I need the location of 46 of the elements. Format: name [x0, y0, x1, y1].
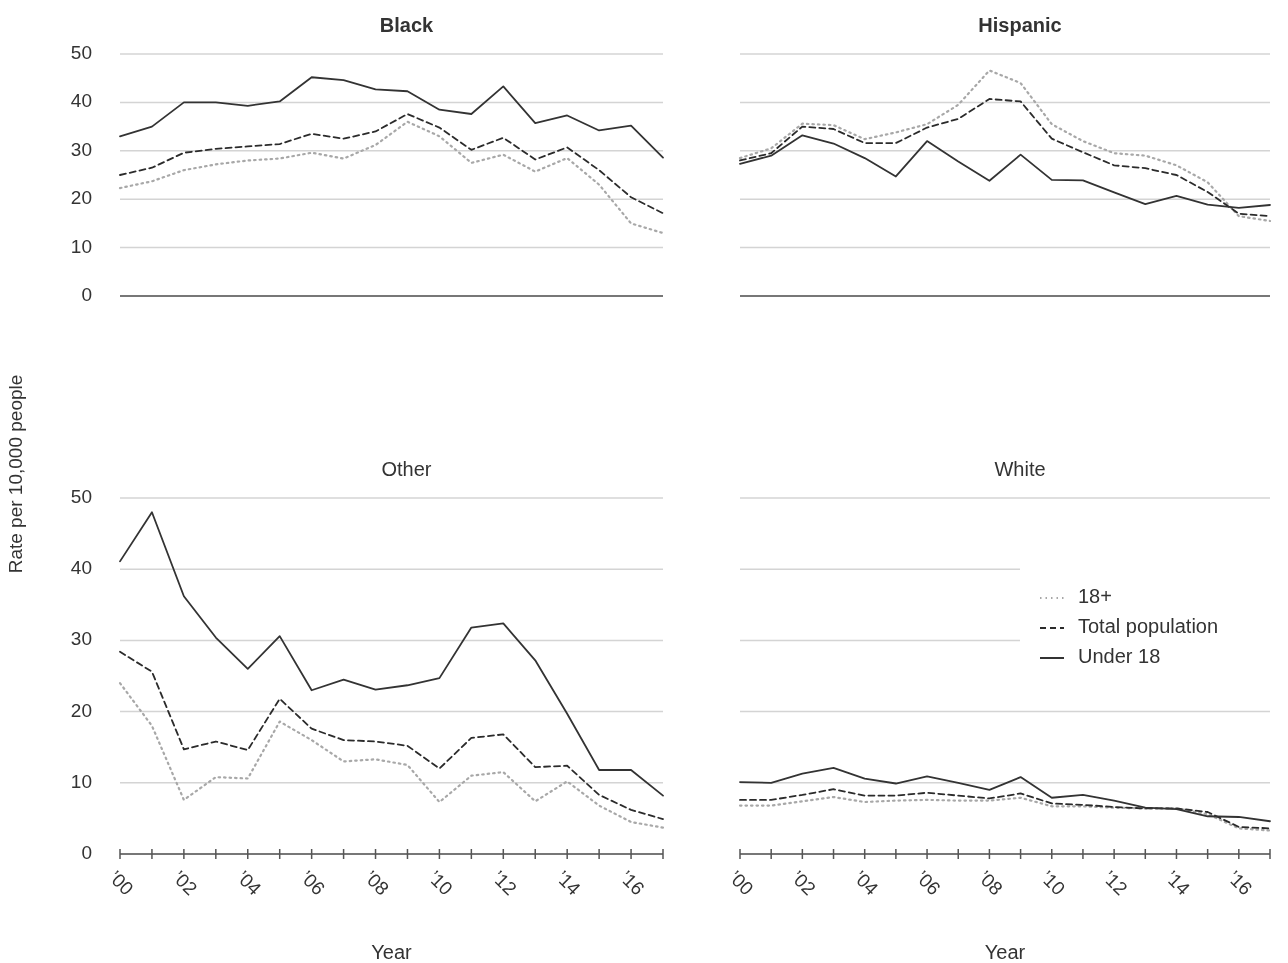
x-axis-title: Year — [371, 941, 413, 963]
line-series — [118, 120, 665, 235]
x-tick-label: ’04 — [849, 866, 883, 900]
chart-title: Other — [381, 458, 432, 480]
chart-title: Black — [379, 14, 435, 36]
y-tick-label: 20 — [70, 699, 92, 721]
x-tick-label: ’08 — [360, 866, 393, 900]
x-tick-label: ’10 — [424, 866, 457, 900]
chart-title: White — [994, 458, 1046, 480]
y-tick-label: 10 — [70, 235, 92, 257]
x-tick-label: ’16 — [1223, 866, 1257, 900]
legend-label: Total population — [1078, 615, 1219, 638]
chart-title: Hispanic — [978, 14, 1062, 36]
x-tick-label: ’00 — [104, 866, 138, 900]
x-tick-label: ’04 — [232, 866, 266, 900]
y-tick-label: 10 — [70, 770, 92, 792]
x-tick-label: ’14 — [551, 866, 585, 900]
y-tick-label: 30 — [70, 628, 92, 650]
y-tick-label: 30 — [70, 138, 92, 160]
y-tick-label: 50 — [70, 486, 92, 508]
x-tick-label: ’06 — [296, 866, 330, 900]
line-series — [119, 650, 664, 821]
y-tick-label: 0 — [81, 842, 92, 864]
line-series — [119, 511, 664, 797]
x-tick-label: ’00 — [724, 866, 758, 900]
x-tick-label: ’12 — [1098, 866, 1132, 900]
y-tick-label: 40 — [70, 90, 92, 112]
x-tick-label: ’12 — [487, 866, 521, 900]
x-tick-label: ’14 — [1161, 866, 1195, 900]
legend-label: 18+ — [1078, 585, 1112, 608]
y-tick-label: 0 — [81, 284, 92, 306]
y-tick-label: 40 — [70, 557, 92, 579]
y-axis-title: Rate per 10,000 people — [5, 374, 26, 574]
x-axis-title: Year — [984, 941, 1026, 963]
y-tick-label: 20 — [70, 187, 92, 209]
x-tick-label: ’10 — [1036, 866, 1070, 900]
line-series — [119, 113, 664, 215]
line-series — [119, 76, 664, 159]
x-tick-label: ’02 — [168, 866, 202, 900]
x-tick-label: ’16 — [615, 866, 649, 900]
x-tick-label: ’08 — [974, 866, 1007, 900]
x-tick-label: ’02 — [787, 866, 820, 900]
y-tick-label: 50 — [70, 42, 92, 64]
legend-label: Under 18 — [1078, 645, 1161, 668]
line-series — [118, 682, 665, 829]
x-tick-label: ’06 — [911, 866, 945, 900]
